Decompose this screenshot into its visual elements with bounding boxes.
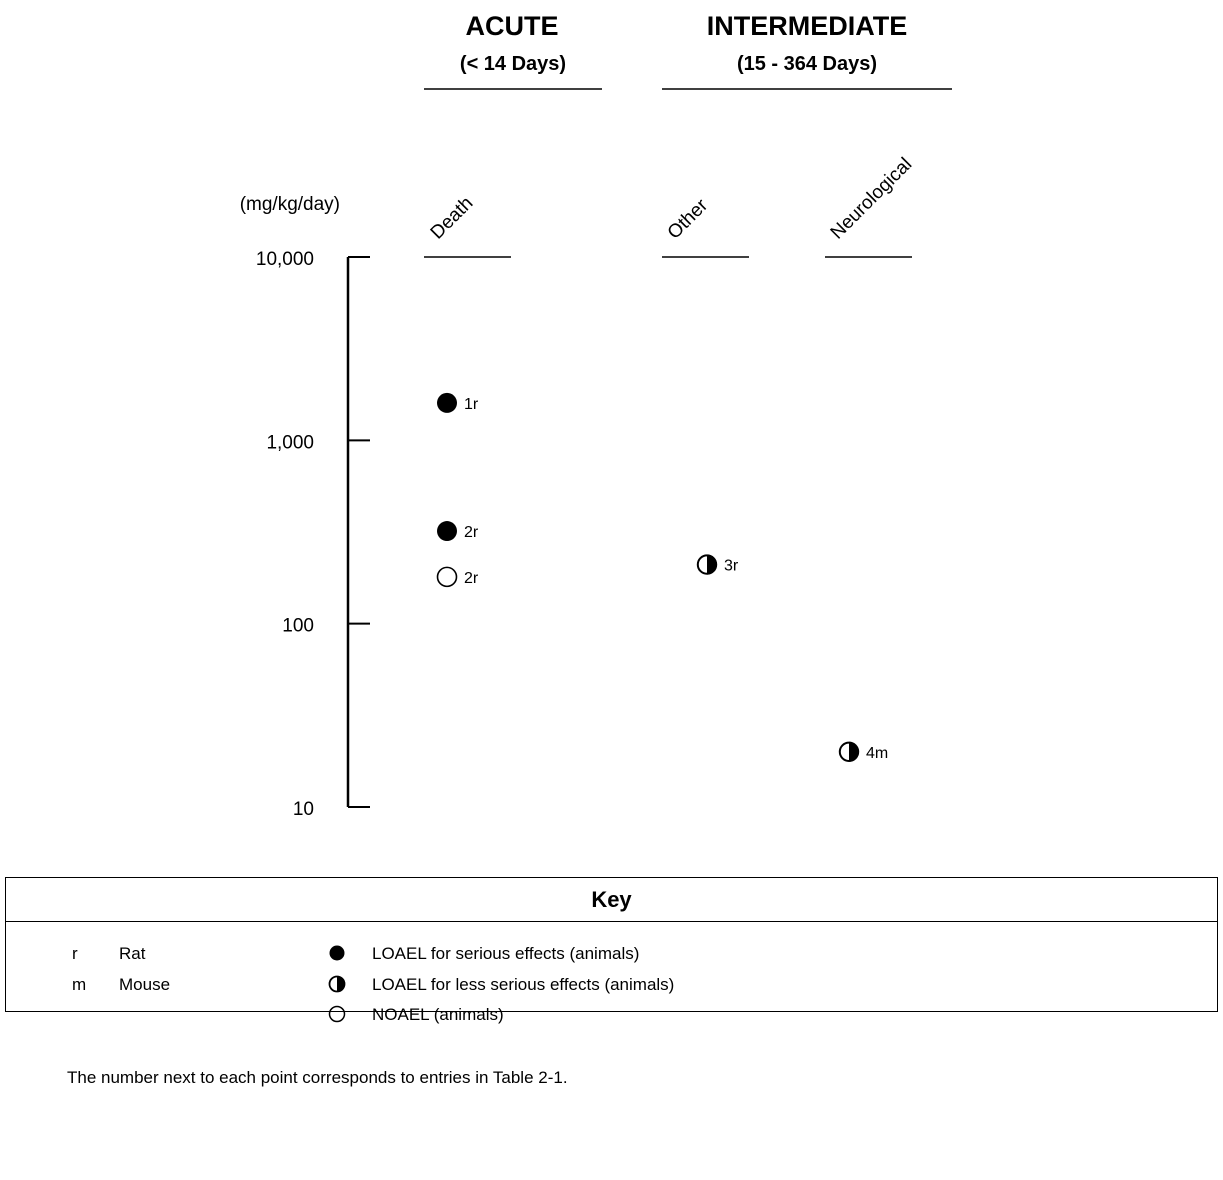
- period-title-intermediate: INTERMEDIATE: [707, 11, 908, 41]
- key-note: The number next to each point correspond…: [67, 1068, 568, 1087]
- point-label: 1r: [464, 396, 479, 413]
- species-name: Rat: [119, 944, 146, 963]
- point-label: 4m: [866, 745, 888, 762]
- period-title-acute: ACUTE: [466, 11, 559, 41]
- y-tick-label: 10,000: [256, 249, 314, 270]
- species-code: m: [72, 975, 87, 994]
- species-code: r: [72, 944, 78, 963]
- point-label: 2r: [464, 570, 479, 587]
- category-label-death: Death: [427, 193, 478, 244]
- category-label-neurological: Neurological: [827, 154, 917, 244]
- chart-area: ACUTE (< 14 Days) INTERMEDIATE (15 - 364…: [240, 11, 952, 820]
- data-point: 4m: [838, 741, 888, 763]
- period-range-intermediate: (15 - 364 Days): [737, 53, 877, 75]
- point-label: 3r: [724, 558, 739, 575]
- y-axis-ticks: 10,000 1,000 100 10: [256, 249, 370, 820]
- noael-marker: [436, 566, 458, 588]
- data-point: 1r: [437, 392, 479, 413]
- key-title: Key: [6, 878, 1217, 922]
- category-label-other: Other: [664, 195, 713, 244]
- filled-circle-icon: [329, 945, 345, 961]
- y-tick-label: 1,000: [266, 432, 314, 453]
- legend-text: LOAEL for less serious effects (animals): [372, 975, 675, 994]
- data-points: 1r 2r 2r 3r 4m: [436, 392, 888, 763]
- species-name: Mouse: [119, 975, 171, 994]
- data-point: 3r: [696, 554, 739, 575]
- open-circle-icon: [328, 1005, 346, 1023]
- loael-less-serious-marker: [696, 554, 718, 575]
- y-tick-label: 10: [293, 799, 314, 820]
- y-tick-label: 100: [282, 616, 314, 637]
- data-point: 2r: [436, 566, 479, 588]
- loael-serious-marker: [437, 521, 457, 542]
- half-filled-circle-icon: [328, 975, 346, 993]
- legend-text: NOAEL (animals): [372, 1005, 504, 1024]
- y-axis-unit-label: (mg/kg/day): [240, 194, 340, 215]
- key-box: Key: [5, 877, 1218, 1012]
- loael-less-serious-marker: [838, 741, 860, 763]
- loael-serious-marker: [437, 392, 457, 413]
- data-point: 2r: [437, 521, 479, 542]
- point-label: 2r: [464, 524, 479, 541]
- period-range-acute: (< 14 Days): [460, 53, 566, 75]
- legend-text: LOAEL for serious effects (animals): [372, 944, 640, 963]
